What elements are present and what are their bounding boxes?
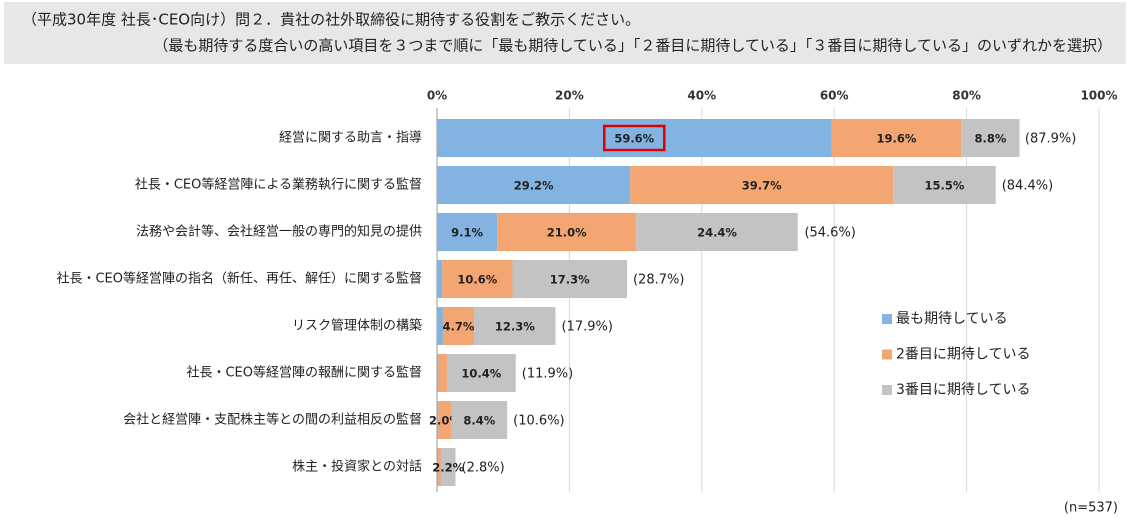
bar-segment: [437, 448, 439, 486]
data-label: 19.6%: [876, 132, 916, 146]
x-tick-label: 80%: [952, 89, 981, 103]
data-label: 9.1%: [451, 226, 483, 240]
data-label: 15.5%: [924, 179, 964, 193]
bar-segment: [437, 401, 439, 439]
category-label: 株主・投資家との対話: [292, 459, 422, 475]
bar-segment: [438, 354, 447, 392]
bar-segment: [437, 166, 631, 204]
legend-swatch: [882, 314, 892, 324]
bar-segment: [437, 354, 439, 392]
total-label: (10.6%): [513, 414, 564, 429]
category-label: 社長・CEO等経営陣の指名（新任、再任、解任）に関する監督: [56, 271, 422, 287]
category-label: 社長・CEO等経営陣による業務執行に関する監督: [135, 177, 422, 193]
chart-subtitle: （最も期待する度合いの高い項目を３つまで順に「最も期待している」「２番目に期待し…: [153, 37, 1112, 55]
sample-size: (n=537): [1064, 501, 1118, 516]
total-label: (54.6%): [804, 226, 855, 241]
highlight-box: [603, 124, 666, 152]
data-label: 10.4%: [461, 367, 501, 381]
total-label: (28.7%): [633, 273, 684, 288]
bar-segment: [961, 119, 1020, 157]
total-label: (2.8%): [462, 461, 505, 476]
category-label: 法務や会計等、会社経営一般の専門的知見の提供: [136, 224, 422, 240]
legend-swatch: [882, 385, 892, 395]
x-tick-label: 40%: [687, 89, 716, 103]
data-label: 59.6%: [614, 132, 654, 146]
data-label: 39.7%: [742, 179, 782, 193]
data-label: 12.3%: [495, 320, 535, 334]
bar-segment: [451, 401, 508, 439]
bar-segment: [630, 166, 894, 204]
data-label: 29.2%: [514, 179, 554, 193]
total-label: (11.9%): [522, 367, 573, 382]
data-label: 21.0%: [547, 226, 587, 240]
data-label: 24.4%: [697, 226, 737, 240]
category-label: 経営に関する助言・指導: [279, 131, 422, 146]
total-label: (17.9%): [561, 320, 612, 335]
total-label: (87.9%): [1025, 132, 1076, 147]
data-label: 8.8%: [974, 132, 1006, 146]
category-label: 社長・CEO等経営陣の報酬に関する監督: [186, 365, 422, 381]
data-label: 2.2%: [432, 461, 464, 475]
data-label: 8.4%: [463, 414, 495, 428]
chart-title: （平成30年度 社長･CEO向け）問２．貴社の社外取締役に期待する役割をご教示く…: [22, 11, 640, 29]
bar-segment: [442, 307, 475, 345]
bar-segment: [474, 307, 556, 345]
bar-segment: [636, 213, 798, 251]
title-band: [4, 2, 1126, 64]
data-label: 17.3%: [550, 273, 590, 287]
bar-segment: [438, 448, 441, 486]
category-label: リスク管理体制の構築: [292, 319, 422, 334]
bar-segment: [497, 213, 637, 251]
bar-segment: [442, 260, 513, 298]
bar-segment: [446, 354, 516, 392]
bar-segment: [437, 213, 498, 251]
x-tick-label: 20%: [555, 89, 584, 103]
legend-label: 最も期待している: [896, 311, 1008, 327]
bar-segment: [438, 401, 452, 439]
data-label: 10.6%: [457, 273, 497, 287]
x-tick-label: 100%: [1080, 89, 1117, 103]
bar-segment: [831, 119, 962, 157]
bar-segment: [437, 307, 443, 345]
legend-swatch: [882, 349, 892, 360]
bar-segment: [440, 448, 456, 486]
legend-label: 2番目に期待している: [896, 347, 1031, 363]
bar-segment: [512, 260, 627, 298]
data-label: 4.7%: [443, 320, 475, 334]
total-label: (84.4%): [1002, 179, 1053, 194]
bar-segment: [893, 166, 996, 204]
x-tick-label: 0%: [427, 89, 447, 103]
x-tick-label: 60%: [820, 89, 849, 103]
legend-label: 3番目に期待している: [896, 382, 1031, 398]
bar-segment: [437, 260, 443, 298]
category-label: 会社と経営陣・支配株主等との間の利益相反の監督: [123, 412, 422, 428]
